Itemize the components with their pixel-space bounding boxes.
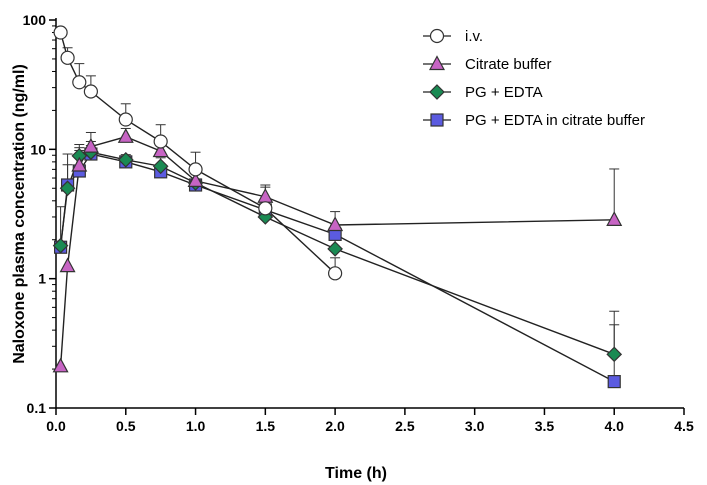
data-point — [59, 180, 76, 197]
x-tick-label: 0.5 — [116, 418, 136, 434]
axes: 0.1 1 10 100 0.0 0.5 1.0 1.5 2.0 2.5 3.0 3.5 4.0 4.5 — [23, 12, 694, 434]
series-line — [59, 153, 615, 383]
data-point — [327, 241, 343, 257]
data-point — [328, 266, 343, 281]
legend-marker — [428, 55, 446, 71]
data-point — [152, 158, 169, 175]
y-tick-label: 0.1 — [27, 400, 47, 416]
data-point — [188, 162, 203, 177]
data-point — [72, 75, 87, 90]
legend-label: i.v. — [465, 28, 483, 45]
data-point — [71, 156, 88, 172]
x-tick-label: 3.5 — [535, 418, 555, 434]
series-markers-0 — [53, 25, 343, 281]
legend-marker — [430, 113, 444, 127]
series-layer — [52, 25, 623, 389]
data-point — [152, 142, 169, 158]
data-point — [327, 216, 344, 232]
series-markers-2 — [52, 144, 623, 363]
x-tick-label: 3.0 — [465, 418, 485, 434]
series-0 — [59, 32, 341, 274]
x-tick-label: 4.5 — [674, 418, 694, 434]
data-point — [606, 211, 623, 226]
legend-label: PG + EDTA — [465, 84, 543, 101]
data-point — [52, 237, 69, 254]
x-tick-label: 4.0 — [604, 418, 624, 434]
y-tick-label: 1 — [38, 271, 46, 287]
series-markers-1 — [52, 128, 623, 373]
data-point — [82, 137, 99, 153]
x-tick-label: 2.0 — [325, 418, 345, 434]
legend-marker — [429, 84, 445, 100]
data-point — [118, 112, 133, 127]
data-point — [258, 201, 273, 216]
series-line — [59, 32, 336, 274]
legend-label: PG + EDTA in citrate buffer — [465, 112, 645, 129]
data-point — [606, 346, 623, 363]
data-point — [60, 50, 75, 65]
data-point — [52, 357, 69, 373]
legend-label: Citrate buffer — [465, 56, 551, 73]
data-point — [59, 257, 76, 273]
y-axis-title: Naloxone plasma concentration (ng/ml) — [11, 64, 28, 364]
data-point — [117, 128, 134, 143]
series-3 — [59, 145, 620, 383]
x-axis-title: Time (h) — [325, 465, 387, 482]
y-tick-label: 10 — [30, 141, 46, 157]
legend: i.v. Citrate buffer PG + EDTA PG + EDTA in … — [423, 28, 645, 129]
data-point — [187, 172, 204, 188]
data-point — [153, 134, 168, 149]
x-tick-label: 2.5 — [395, 418, 415, 434]
data-point — [117, 151, 134, 168]
series-line — [59, 136, 615, 367]
x-tick-label: 1.0 — [186, 418, 206, 434]
legend-marker — [429, 28, 445, 44]
x-tick-label: 0.0 — [46, 418, 66, 434]
data-point — [607, 375, 621, 389]
data-point — [53, 25, 68, 40]
x-tick-label: 1.5 — [256, 418, 276, 434]
y-tick-label: 100 — [23, 12, 47, 28]
data-point — [83, 84, 98, 99]
